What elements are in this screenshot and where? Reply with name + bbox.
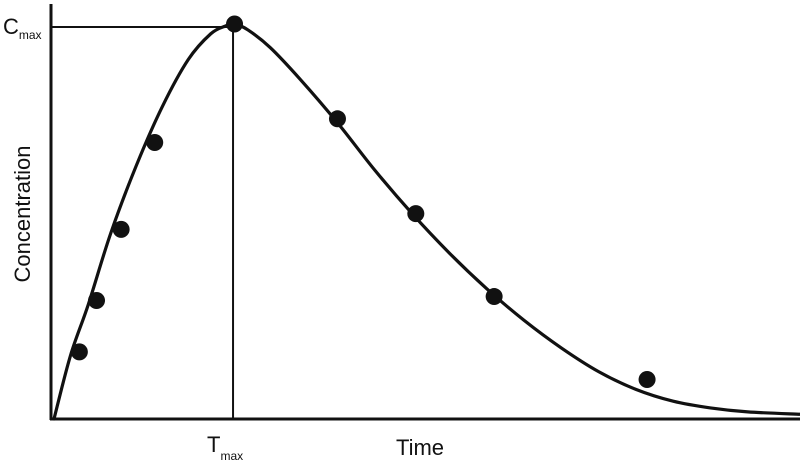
y-axis-label: Concentration: [10, 146, 35, 283]
tmax-main: T: [207, 432, 220, 457]
tmax-label: Tmax: [207, 432, 243, 463]
concentration-curve: [52, 22, 800, 421]
cmax-sub: max: [19, 28, 42, 42]
cmax-main: C: [3, 14, 19, 39]
data-point: [638, 371, 656, 388]
data-point: [70, 343, 88, 361]
data-point: [485, 288, 503, 306]
data-point: [88, 292, 106, 309]
data-point: [328, 110, 346, 128]
cmax-label: Cmax: [3, 14, 42, 42]
tmax-sub: max: [220, 449, 243, 463]
x-axis-label: Time: [396, 435, 444, 460]
data-point: [407, 205, 425, 223]
data-point: [112, 220, 130, 238]
data-points: [70, 15, 656, 388]
data-point: [226, 15, 244, 33]
data-point: [146, 134, 164, 151]
